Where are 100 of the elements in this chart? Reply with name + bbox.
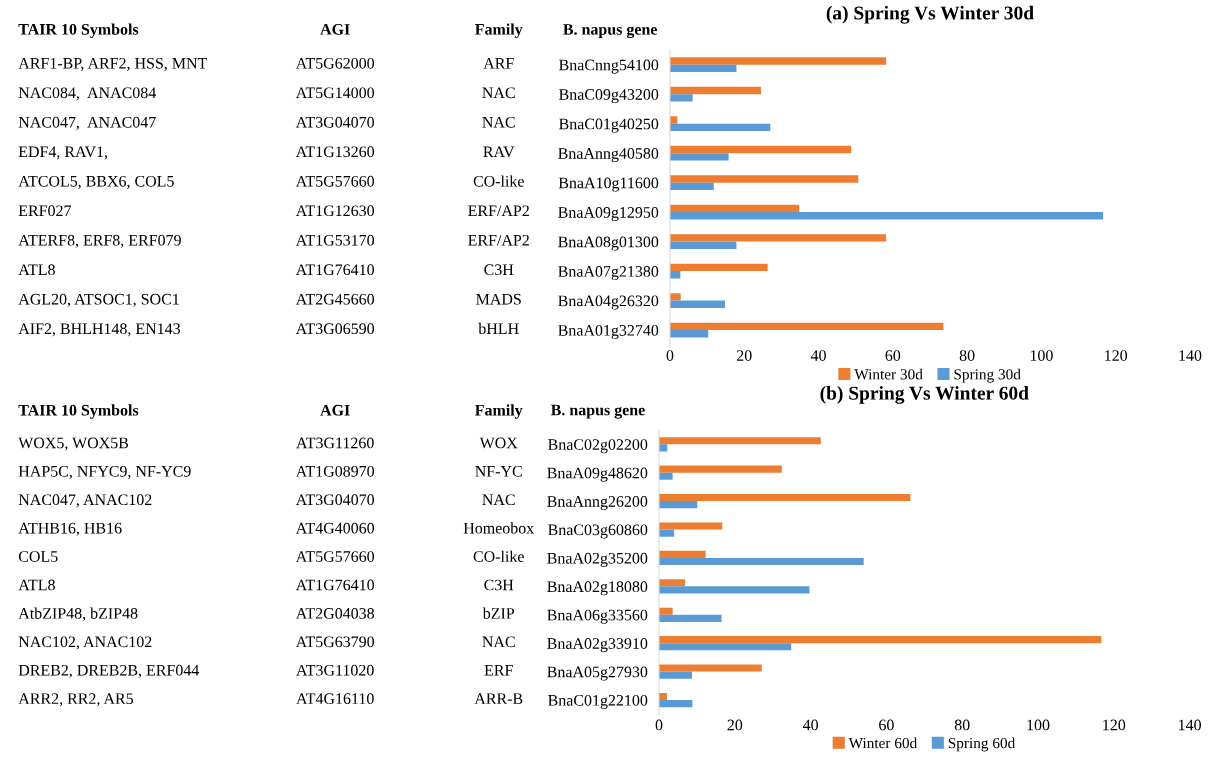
y-tick-label: BnaC01g40250 <box>559 118 659 133</box>
text: ARR-B <box>474 693 523 704</box>
x-tick-label: 0 <box>666 350 674 361</box>
text: AT4G40060 <box>295 522 375 534</box>
text: NAC <box>482 87 515 99</box>
text: EDF4, RAV1, <box>18 146 108 160</box>
text: AT3G11260 <box>296 437 374 449</box>
text: ATL8 <box>18 579 55 591</box>
text: bHLH <box>478 322 519 335</box>
text: AT2G04038 <box>295 608 375 619</box>
x-tick-label: 40 <box>802 719 818 731</box>
text: AGI <box>320 404 350 416</box>
bar <box>669 145 852 154</box>
text: NAC047, ANAC102 <box>18 494 152 508</box>
bar <box>669 293 681 301</box>
y-tick-label: BnaA07g21380 <box>558 266 659 281</box>
text: AT1G53170 <box>295 234 375 246</box>
bar <box>659 664 762 672</box>
bar <box>659 557 864 566</box>
y-tick-label: BnaA10g11600 <box>558 177 659 192</box>
text: ATERF8, ERF8, ERF079 <box>18 234 181 248</box>
text: AT5G63790 <box>295 636 375 648</box>
y-tick-label: BnaA09g12950 <box>558 207 659 222</box>
bar <box>669 64 737 73</box>
bar <box>669 234 887 242</box>
y-axis-title: B. napus gene <box>550 404 645 419</box>
x-tick-label: 80 <box>954 719 970 731</box>
bar <box>669 322 944 331</box>
bar <box>659 472 673 480</box>
bar <box>669 86 761 95</box>
legend-label: Winter 30d <box>854 368 923 380</box>
x-tick-label: 20 <box>727 719 743 731</box>
bar <box>669 153 729 161</box>
x-tick-label: 120 <box>1105 350 1128 361</box>
text: RAV <box>483 146 515 158</box>
x-tick-label: 0 <box>655 719 663 731</box>
text: NF-YC <box>475 465 522 477</box>
y-tick-label: BnaC01g22100 <box>548 694 648 709</box>
text: AT1G13260 <box>295 146 375 158</box>
y-tick-label: BnaAnng40580 <box>558 148 659 163</box>
text: C3H <box>484 264 514 276</box>
bar <box>669 123 771 132</box>
bar <box>659 700 693 708</box>
text: ATCOL5, BBX6, COL5 <box>18 175 174 189</box>
y-tick-label: BnaA08g01300 <box>558 236 659 251</box>
legend-label: Spring 60d <box>948 737 1016 752</box>
y-tick-label: BnaA04g26320 <box>558 295 659 310</box>
y-tick-label: BnaA02g18080 <box>547 581 648 596</box>
bar <box>669 212 1104 220</box>
bar <box>659 607 673 615</box>
legend-label: Winter 60d <box>848 737 918 749</box>
x-tick-label: 100 <box>1027 719 1050 731</box>
text: TAIR 10 Symbols <box>18 404 139 419</box>
text: MADS <box>476 293 521 305</box>
bar <box>659 579 686 587</box>
text: HAP5C, NFYC9, NF-YC9 <box>18 465 191 479</box>
text: AT3G04070 <box>295 494 375 506</box>
bar <box>659 529 675 537</box>
text: AtbZIP48, bZIP48 <box>18 607 138 622</box>
y-tick-label: BnaA05g27930 <box>547 666 648 681</box>
bar <box>659 614 722 622</box>
text: Homeobox <box>463 522 535 534</box>
bar <box>659 586 810 594</box>
y-tick-label: BnaA06g33560 <box>547 609 648 624</box>
x-tick-label: 140 <box>1179 350 1202 361</box>
text: AGL20, ATSOC1, SOC1 <box>18 293 179 307</box>
text: AT1G76410 <box>295 264 375 276</box>
x-tick-label: 120 <box>1103 719 1126 731</box>
text: NAC084, ANAC084 <box>18 87 156 101</box>
bar <box>659 501 698 509</box>
y-tick-label: BnaAnng26200 <box>547 496 648 511</box>
bar <box>659 465 782 473</box>
text: NAC047, ANAC047 <box>18 116 156 130</box>
bar <box>669 57 887 65</box>
bar <box>659 671 692 679</box>
x-tick-label: 60 <box>879 719 894 731</box>
y-tick-label: BnaA09g48620 <box>547 467 648 482</box>
text: AT3G04070 <box>295 116 375 128</box>
bar <box>659 643 792 651</box>
text: AT3G11020 <box>296 664 374 676</box>
text: COL5 <box>18 551 58 562</box>
text: WOX5, WOX5B <box>18 437 129 451</box>
y-tick-label: BnaA02g33910 <box>547 638 648 653</box>
bar <box>669 94 693 102</box>
text: ERF <box>484 665 513 676</box>
text: NAC <box>482 494 515 506</box>
text: DREB2, DREB2B, ERF044 <box>18 664 200 678</box>
bar <box>669 300 725 308</box>
text: ERF027 <box>18 205 72 217</box>
text: WOX <box>479 437 518 449</box>
text: NAC <box>482 116 515 128</box>
text: AT1G12630 <box>295 205 375 217</box>
text: AT1G76410 <box>295 579 375 591</box>
text: AGI <box>320 24 350 35</box>
y-tick-label: BnaC03g60860 <box>548 524 648 539</box>
text: ARR2, RR2, AR5 <box>18 693 134 707</box>
text: ARF1-BP, ARF2, HSS, MNT <box>18 57 208 71</box>
y-tick-label: BnaA01g32740 <box>558 324 659 340</box>
text: TAIR 10 Symbols <box>18 23 139 39</box>
text: AT5G57660 <box>295 551 375 562</box>
